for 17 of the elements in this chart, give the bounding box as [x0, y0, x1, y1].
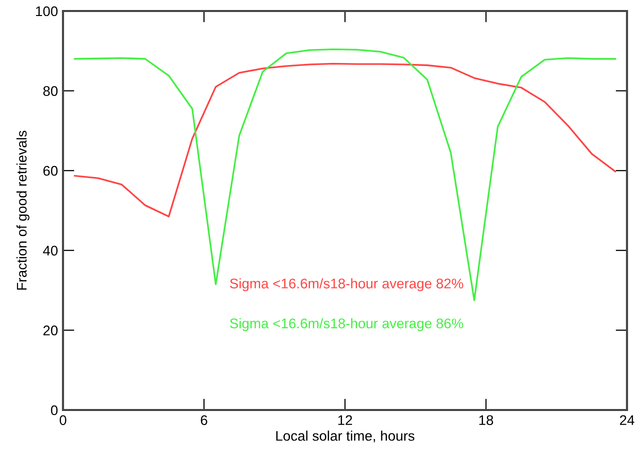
text: Sigma <16.6m/s18-hour average 82% — [230, 278, 464, 292]
line-series — [74, 48, 616, 302]
x-tick-label: 24 — [620, 415, 634, 425]
x-tick-label: 18 — [479, 415, 494, 426]
y-tick-label: 0 — [50, 405, 58, 416]
line-series — [74, 62, 616, 218]
y-tick-label: 20 — [43, 326, 58, 336]
y-tick-label: 40 — [43, 246, 58, 256]
x-tick-label: 12 — [338, 415, 352, 425]
y-tick-label: 100 — [36, 6, 58, 16]
x-axis-title: Local solar time, hours — [276, 430, 414, 442]
x-tick-label: 0 — [60, 415, 66, 426]
y-tick-label: 80 — [43, 86, 58, 96]
x-tick-label: 6 — [200, 415, 208, 426]
y-tick-label: 60 — [43, 166, 58, 176]
y-axis-title: Fraction of good retrievals — [16, 130, 30, 290]
series-label: Sigma <16.6m/s18-hour average 86% — [230, 318, 464, 332]
